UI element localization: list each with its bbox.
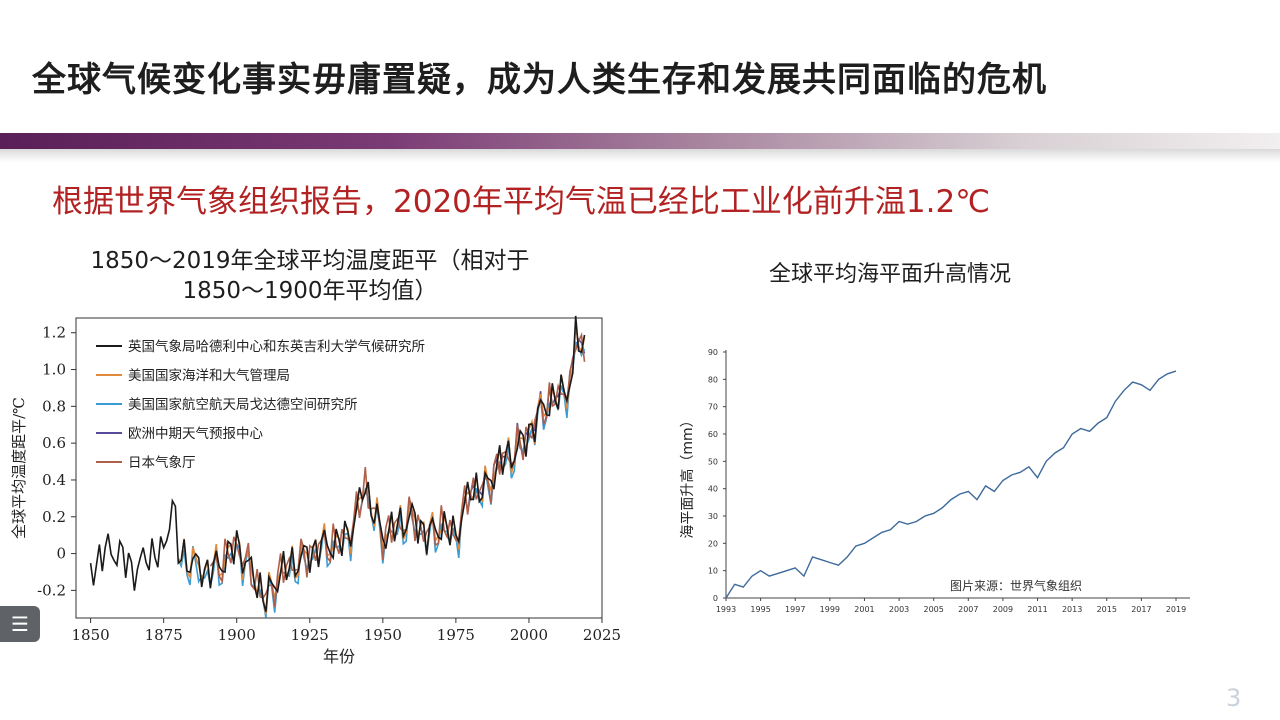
sea-level-y-tick-label: 60 bbox=[708, 430, 718, 439]
temperature-series-line bbox=[209, 332, 586, 608]
temperature-legend-label: 英国气象局哈德利中心和东英吉利大学气候研究所 bbox=[128, 338, 425, 355]
sea-level-x-tick-label: 2017 bbox=[1131, 605, 1151, 614]
temperature-x-tick-label: 1875 bbox=[145, 626, 183, 644]
sea-level-chart-title: 全球平均海平面升高情况 bbox=[768, 262, 1011, 287]
temperature-y-tick-label: -0.2 bbox=[37, 581, 66, 599]
slide-menu-button[interactable]: ☰ bbox=[0, 606, 40, 642]
temperature-y-tick-label: 1.0 bbox=[42, 361, 66, 379]
sea-level-series-line bbox=[725, 370, 1177, 599]
temperature-x-tick-label: 1925 bbox=[291, 626, 329, 644]
temperature-x-tick-label: 1900 bbox=[218, 626, 256, 644]
temperature-y-tick-label: 1.2 bbox=[42, 324, 66, 342]
temperature-x-tick-label: 1850 bbox=[72, 626, 110, 644]
sea-level-x-tick-label: 1997 bbox=[785, 605, 805, 614]
sea-level-x-tick-label: 2005 bbox=[924, 605, 944, 614]
temperature-chart-title-line2: 1850～1900年平均值） bbox=[182, 278, 438, 304]
sea-level-x-tick-label: 2003 bbox=[889, 605, 909, 614]
temperature-y-tick-label: 0.6 bbox=[42, 434, 66, 452]
temperature-y-tick-label: 0.2 bbox=[42, 508, 66, 526]
sea-level-chart: 0 10 20 30 40 50 60 70 80 90 1993 1995 1997 1999 2001… bbox=[679, 348, 1190, 614]
sea-level-y-tick-label: 50 bbox=[708, 457, 718, 466]
temperature-legend-label: 美国国家航空航天局戈达德空间研究所 bbox=[128, 396, 358, 413]
sea-level-x-tick-label: 1999 bbox=[820, 605, 840, 614]
sea-level-x-tick-label: 2015 bbox=[1097, 605, 1117, 614]
sea-level-x-tick-label: 2011 bbox=[1027, 605, 1047, 614]
temperature-y-axis-label: 全球平均温度距平/℃ bbox=[10, 397, 28, 539]
temperature-x-tick-label: 1975 bbox=[437, 626, 475, 644]
page-number: 3 bbox=[1226, 684, 1242, 712]
slide-title: 全球气候变化事实毋庸置疑，成为人类生存和发展共同面临的危机 bbox=[32, 60, 1047, 100]
sea-level-x-tick-label: 2007 bbox=[958, 605, 978, 614]
temperature-legend-label: 美国国家海洋和大气管理局 bbox=[128, 367, 290, 384]
sea-level-x-tick-label: 2009 bbox=[993, 605, 1013, 614]
temperature-legend-label: 日本气象厅 bbox=[128, 455, 196, 471]
sea-level-y-tick-label: 30 bbox=[708, 512, 718, 521]
temperature-y-tick-label: 0.8 bbox=[42, 397, 66, 415]
temperature-series-line bbox=[89, 315, 586, 612]
sea-level-x-tick-label: 1995 bbox=[750, 605, 770, 614]
sea-level-x-tick-label: 1993 bbox=[716, 605, 736, 614]
temperature-y-tick-label: 0.4 bbox=[42, 471, 66, 489]
sea-level-y-axis-label: 海平面升高（mm） bbox=[679, 413, 696, 538]
sea-level-y-tick-label: 0 bbox=[713, 594, 718, 603]
temperature-chart-title: 1850～2019年全球平均温度距平（相对于 1850～1900年平均值） bbox=[40, 246, 580, 306]
sea-level-x-tick-label: 2001 bbox=[854, 605, 874, 614]
temperature-legend-label: 欧洲中期天气预报中心 bbox=[128, 426, 263, 442]
sea-level-y-tick-label: 70 bbox=[708, 403, 718, 412]
sea-level-y-tick-label: 90 bbox=[708, 348, 718, 357]
sea-level-x-tick-label: 2013 bbox=[1062, 605, 1082, 614]
temperature-x-tick-label: 2025 bbox=[583, 626, 621, 644]
sea-level-y-tick-label: 40 bbox=[708, 485, 718, 494]
title-bar bbox=[0, 133, 1280, 149]
temperature-chart-title-line1: 1850～2019年全球平均温度距平（相对于 bbox=[90, 248, 530, 274]
list-menu-icon: ☰ bbox=[11, 612, 29, 636]
sea-level-source-annotation: 图片来源：世界气象组织 bbox=[950, 578, 1082, 593]
temperature-x-tick-label: 2000 bbox=[510, 626, 548, 644]
sea-level-y-tick-label: 80 bbox=[708, 375, 718, 384]
temperature-x-tick-label: 1950 bbox=[364, 626, 402, 644]
sea-level-x-tick-label: 2019 bbox=[1166, 605, 1186, 614]
temperature-anomaly-chart: -0.2 0 0.2 0.4 0.6 0.8 1.0 1.2 1850 1875 1900 1925… bbox=[10, 315, 621, 666]
sea-level-y-tick-label: 20 bbox=[708, 539, 718, 548]
title-bar-shadow bbox=[0, 149, 1280, 163]
temperature-y-tick-label: 0 bbox=[56, 545, 66, 563]
slide-subtitle: 根据世界气象组织报告，2020年平均气温已经比工业化前升温1.2℃ bbox=[52, 184, 991, 220]
temperature-x-axis-label: 年份 bbox=[323, 647, 355, 666]
sea-level-y-tick-label: 10 bbox=[708, 567, 718, 576]
